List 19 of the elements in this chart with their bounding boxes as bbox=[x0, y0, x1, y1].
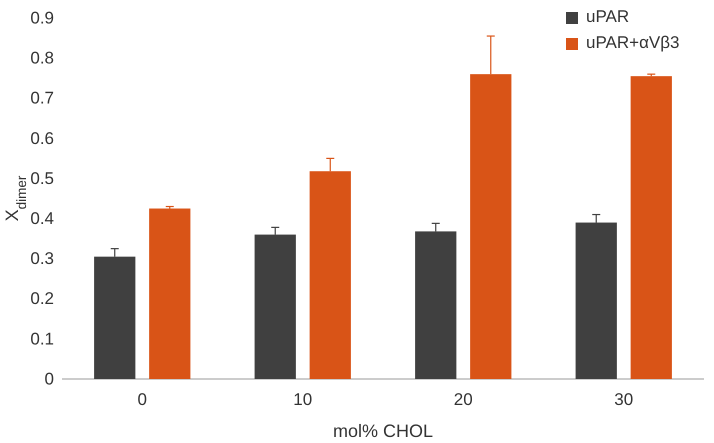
x-tick-label: 30 bbox=[614, 390, 634, 410]
y-tick-label: 0 bbox=[44, 369, 54, 388]
x-tick-label: 0 bbox=[138, 390, 147, 410]
x-tick-label: 10 bbox=[293, 390, 312, 410]
bar bbox=[149, 208, 190, 379]
y-tick-label: 0.7 bbox=[30, 88, 54, 108]
y-tick-label: 0.6 bbox=[30, 128, 54, 148]
y-tick-label: 0.8 bbox=[30, 48, 54, 68]
y-tick-label: 0.3 bbox=[30, 249, 54, 268]
y-tick-label: 0.5 bbox=[30, 168, 54, 188]
y-tick-label: 0.2 bbox=[30, 289, 54, 308]
bar bbox=[630, 76, 672, 379]
x-axis-title: mol% CHOL bbox=[332, 421, 434, 441]
y-tick-label: 0.9 bbox=[30, 8, 54, 28]
y-tick-label: 0.1 bbox=[30, 329, 54, 348]
legend-label: uPAR bbox=[586, 7, 630, 26]
x-tick-label: 20 bbox=[454, 390, 473, 410]
y-tick-label: 0.4 bbox=[30, 208, 54, 228]
legend-label: uPAR+αVβ3 bbox=[586, 33, 680, 52]
